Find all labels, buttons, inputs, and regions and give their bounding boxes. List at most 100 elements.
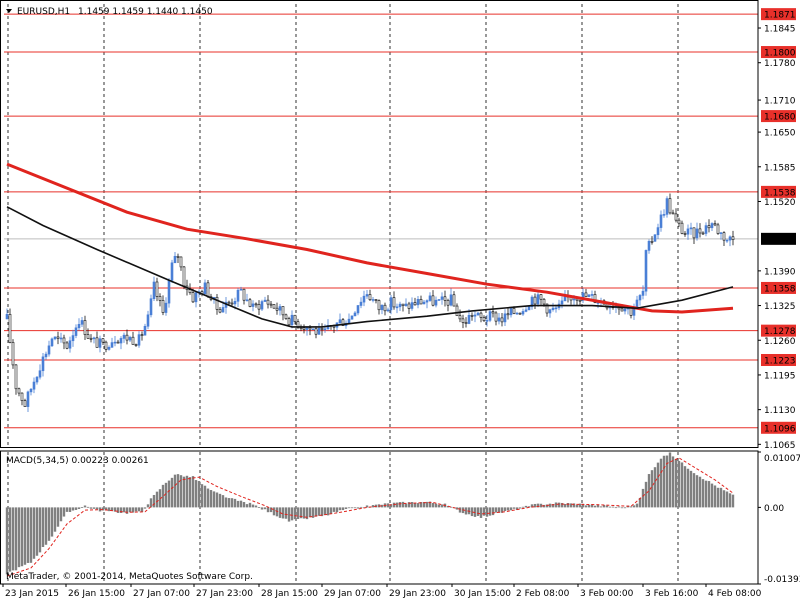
candle-body — [98, 338, 102, 348]
macd-bar — [86, 506, 90, 508]
candle-body — [119, 338, 123, 344]
candle-body — [41, 356, 45, 372]
candle-body — [647, 240, 651, 251]
candle-body — [545, 303, 549, 314]
macd-bar — [500, 507, 504, 513]
macd-panel — [5, 452, 735, 577]
macd-bar — [302, 507, 306, 519]
macd-bar — [236, 500, 240, 508]
candle-body — [470, 315, 474, 317]
macd-bar — [650, 470, 654, 508]
macd-bar — [644, 481, 648, 508]
candle-body — [587, 294, 591, 297]
y-tick-label: 1.1520 — [764, 198, 796, 208]
candle-body — [377, 300, 381, 311]
macd-bar — [8, 507, 12, 572]
macd-bar — [698, 476, 702, 508]
candle-body — [350, 315, 354, 320]
time-axis[interactable]: 23 Jan 2015 26 Jan 15:00 27 Jan 07:00 27 Ja… — [2, 584, 762, 599]
macd-bar — [485, 507, 489, 517]
candle-body — [182, 266, 186, 287]
candle-body — [530, 296, 534, 308]
macd-bar — [329, 507, 333, 514]
macd-bar — [662, 455, 666, 508]
macd-bar — [344, 507, 348, 510]
candle-body — [425, 300, 429, 303]
chart-frame — [0, 0, 759, 585]
macd-bar — [248, 502, 252, 508]
macd-bar — [605, 505, 609, 508]
macd-bar — [104, 507, 108, 511]
candle-body — [623, 308, 627, 312]
macd-bar — [572, 503, 576, 508]
candle-body — [203, 282, 207, 295]
level-tag-label: 1.1096 — [764, 424, 796, 434]
candle-body — [440, 296, 444, 300]
macd-bar — [515, 507, 519, 511]
macd-bar — [206, 488, 210, 508]
level-tag — [761, 46, 796, 59]
x-tick-label: 27 Jan 23:00 — [196, 589, 253, 599]
macd-bar — [53, 507, 57, 532]
candle-body — [677, 219, 681, 224]
macd-bar — [491, 507, 495, 516]
macd-bar — [386, 503, 390, 508]
ohlc-values: 1.1459 1.1459 1.1440 1.1450 — [78, 7, 213, 17]
candle-body — [233, 301, 237, 305]
x-tick-label: 27 Jan 07:00 — [133, 589, 190, 599]
macd-bar — [551, 504, 555, 508]
y-tick-label: 1.1325 — [764, 302, 796, 312]
candle-body — [422, 301, 426, 305]
macd-bar — [194, 480, 198, 508]
chevron-down-icon[interactable] — [6, 9, 12, 13]
macd-bar — [56, 507, 60, 527]
price-axis[interactable]: 1.1845 1.1780 1.1710 1.1650 1.1585 1.1520 1.13… — [758, 25, 800, 585]
macd-bar — [167, 480, 171, 508]
candle-body — [176, 255, 180, 258]
candle-body — [125, 334, 129, 341]
horizontal-levels[interactable]: 1.18711.18001.16801.15381.13581.12781.12… — [4, 8, 796, 434]
macd-bar — [245, 504, 249, 508]
candle-body — [443, 296, 447, 301]
macd-bar — [623, 507, 627, 509]
macd-bar — [128, 507, 132, 513]
macd-bar — [719, 487, 723, 508]
candle-body — [485, 320, 489, 322]
candle-body — [374, 299, 378, 301]
candle-body — [323, 328, 327, 331]
macd-bar — [533, 503, 537, 508]
macd-bar — [332, 507, 336, 512]
macd-bar — [314, 507, 318, 517]
macd-bar — [77, 507, 81, 510]
candle-body — [638, 295, 642, 301]
candle-body — [26, 391, 30, 407]
candle-body — [713, 223, 717, 226]
macd-bar — [182, 476, 186, 508]
candle-body — [476, 312, 480, 316]
candle-body — [551, 307, 555, 310]
candle-body — [479, 312, 483, 318]
macd-bar — [728, 493, 732, 508]
candle-body — [71, 335, 75, 342]
candle-body — [464, 322, 468, 324]
candle-body — [92, 337, 96, 340]
candle-body — [62, 337, 66, 344]
x-tick-label: 29 Jan 23:00 — [389, 589, 446, 599]
candle-body — [110, 342, 114, 348]
candle-body — [278, 306, 282, 311]
macd-bar — [419, 502, 423, 508]
macd-bar — [488, 507, 492, 516]
macd-bar — [293, 507, 297, 520]
candle-body — [365, 294, 369, 297]
macd-bar — [326, 507, 330, 516]
macd-bar — [395, 502, 399, 508]
candle-body — [47, 345, 51, 355]
candle-body — [521, 311, 525, 315]
candle-body — [281, 306, 285, 316]
macd-bar — [110, 507, 114, 511]
candle-body — [338, 319, 342, 324]
candle-body — [665, 198, 669, 215]
level-tag-label: 1.1800 — [764, 49, 796, 59]
